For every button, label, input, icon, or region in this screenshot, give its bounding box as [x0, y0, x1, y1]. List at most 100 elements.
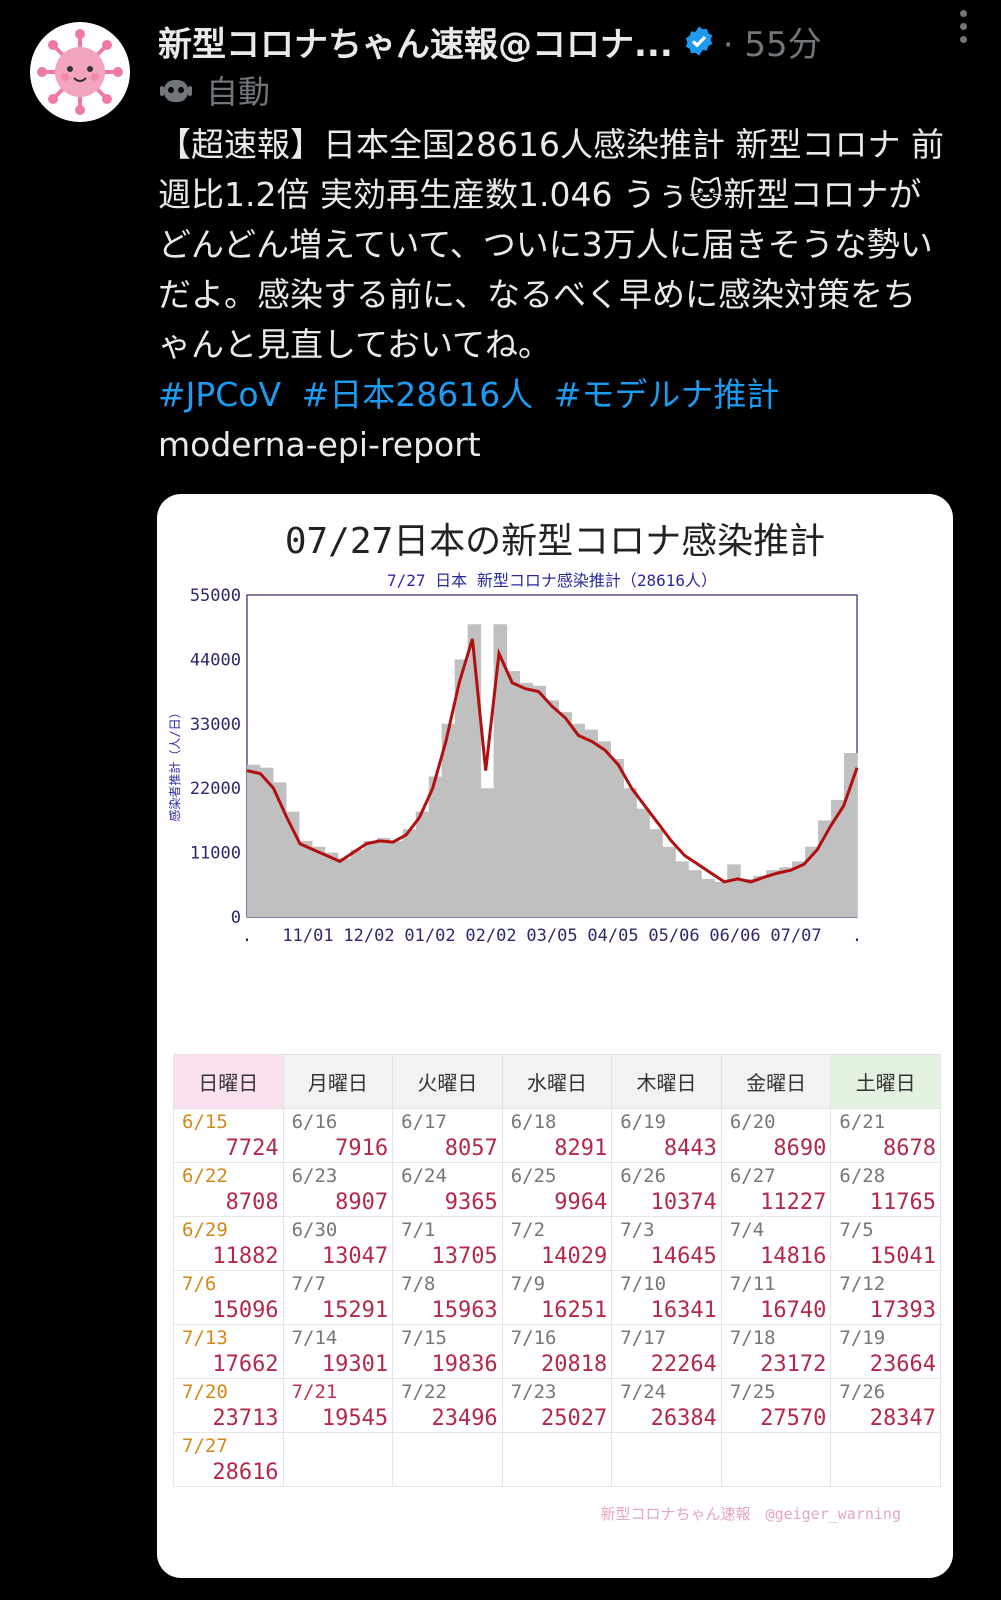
cell-date: 7/24 — [620, 1381, 667, 1403]
cell-date: 7/10 — [620, 1273, 667, 1295]
cell-date: 6/15 — [182, 1111, 228, 1133]
cell-count: 25027 — [541, 1406, 608, 1431]
cell-count: 13047 — [321, 1244, 389, 1269]
cell-count: 15041 — [869, 1244, 936, 1269]
calendar-day-cell: 6/18 8291 — [501, 1108, 613, 1163]
cell-date: 6/23 — [291, 1165, 338, 1187]
cell-count: 16341 — [650, 1298, 717, 1323]
cell-count: 23172 — [760, 1352, 827, 1377]
cell-count: 8678 — [883, 1136, 936, 1161]
y-tick-label: 33000 — [190, 715, 241, 735]
daily-bar — [662, 846, 676, 917]
cell-count: 8907 — [335, 1190, 389, 1215]
y-tick-label: 44000 — [190, 650, 241, 670]
daily-bar — [766, 870, 780, 917]
cell-date: 6/17 — [401, 1111, 447, 1133]
cell-date: 7/6 — [182, 1273, 217, 1295]
infection-chart: 7/27 日本 新型コロナ感染推計（28616人） 感染者推計（人/日） 550… — [167, 571, 862, 946]
calendar-day-cell: 7/10 16341 — [611, 1270, 722, 1325]
weekday-header: 月曜日 — [282, 1054, 394, 1109]
robot-icon — [160, 80, 192, 102]
weekday-header: 木曜日 — [611, 1054, 722, 1109]
post-time[interactable]: · 55分 — [722, 24, 822, 65]
daily-bar — [402, 829, 417, 917]
more-options-icon[interactable] — [953, 10, 973, 46]
calendar-day-cell: 6/22 8708 — [173, 1162, 284, 1217]
hashtag-link[interactable]: #JPCoV — [158, 375, 282, 414]
cell-date: 7/27 — [182, 1435, 228, 1457]
calendar-day-cell: 7/27 28616 — [173, 1432, 284, 1487]
hashtag-link[interactable]: #日本28616人 — [301, 375, 534, 414]
cell-date: 6/24 — [401, 1165, 447, 1187]
cell-date: 7/22 — [401, 1381, 447, 1403]
daily-calendar-table: 日曜日 月曜日 火曜日 水曜日 木曜日 金曜日 土曜日 6/15 7724 6/16 7916 6/… — [173, 1054, 941, 1487]
calendar-day-cell — [501, 1432, 613, 1487]
cell-count: 28347 — [869, 1406, 936, 1431]
cell-date: 7/16 — [510, 1327, 557, 1349]
daily-bar — [272, 782, 287, 917]
cell-date: 7/17 — [620, 1327, 667, 1349]
cell-date: 7/15 — [401, 1327, 447, 1349]
cell-date: 7/13 — [182, 1327, 228, 1349]
calendar-day-cell: 7/11 16740 — [720, 1270, 832, 1325]
y-tick-label: 11000 — [190, 844, 241, 864]
hashtag-link[interactable]: #モデルナ推計 — [553, 375, 780, 414]
daily-bar — [389, 840, 404, 917]
cell-date: 6/25 — [510, 1165, 557, 1187]
daily-bar — [831, 799, 845, 917]
calendar-day-cell: 6/15 7724 — [173, 1108, 284, 1163]
x-tick-label: 04/05 — [587, 926, 638, 946]
cell-date: 7/9 — [510, 1273, 546, 1295]
cell-date: 7/26 — [839, 1381, 886, 1403]
author-avatar[interactable] — [30, 22, 130, 122]
cell-count: 7724 — [225, 1136, 279, 1161]
daily-bar — [454, 659, 469, 917]
calendar-day-cell — [282, 1432, 394, 1487]
cell-date: 7/25 — [729, 1381, 776, 1403]
cell-count: 7916 — [335, 1136, 389, 1161]
x-tick-label: 01/02 — [404, 926, 455, 946]
daily-bar — [714, 881, 728, 917]
cell-date: 7/12 — [839, 1273, 886, 1295]
calendar-day-cell — [830, 1432, 941, 1487]
daily-bar — [610, 758, 624, 917]
tweet-text: 【超速報】日本全国28616人感染推計 新型コロナ 前週比1.2倍 実効再生産数… — [158, 125, 944, 364]
daily-bar — [649, 829, 663, 917]
x-tick-label: 06/06 — [709, 926, 760, 946]
chart-y-axis-label: 感染者推計（人/日） — [167, 706, 182, 821]
attached-image[interactable]: 07/27日本の新型コロナ感染推計 7/27 日本 新型コロナ感染推計（2861… — [157, 494, 953, 1578]
cell-date: 7/5 — [839, 1219, 874, 1241]
calendar-day-cell: 6/16 7916 — [282, 1108, 394, 1163]
daily-bar — [792, 861, 806, 917]
cell-count: 13705 — [431, 1244, 498, 1269]
cell-date: 7/3 — [620, 1219, 655, 1241]
calendar-day-cell: 7/17 22264 — [611, 1324, 722, 1379]
cell-date: 6/19 — [620, 1111, 667, 1133]
calendar-day-cell: 6/19 8443 — [611, 1108, 722, 1163]
cell-count: 17393 — [869, 1298, 936, 1323]
calendar-day-cell: 7/6 15096 — [173, 1270, 284, 1325]
cell-count: 16251 — [541, 1298, 608, 1323]
calendar-day-cell: 7/22 23496 — [392, 1378, 503, 1433]
daily-bar — [701, 878, 715, 917]
account-tag: moderna-epi-report — [158, 425, 481, 464]
cell-date: 7/7 — [291, 1273, 326, 1295]
image-credit: 新型コロナちゃん速報 @geiger_warning — [600, 1505, 901, 1523]
cell-count: 19545 — [321, 1406, 389, 1431]
cell-count: 23713 — [212, 1406, 279, 1431]
calendar-week-row: 6/15 7724 6/16 7916 6/17 8057 6/18 8291 6/19 8443… — [173, 1108, 941, 1163]
calendar-day-cell: 6/21 8678 — [830, 1108, 941, 1163]
daily-bar — [337, 858, 352, 917]
cell-date: 6/29 — [182, 1219, 228, 1241]
cell-date: 7/14 — [291, 1327, 338, 1349]
author-name[interactable]: 新型コロナちゃん速報@コロナ... — [158, 24, 673, 65]
calendar-day-cell: 7/2 14029 — [501, 1216, 613, 1271]
cell-date: 6/18 — [510, 1111, 557, 1133]
weekday-header: 金曜日 — [720, 1054, 832, 1109]
daily-bar — [571, 723, 585, 917]
daily-bar — [623, 788, 637, 917]
trend-line — [246, 638, 859, 884]
cell-count: 22264 — [650, 1352, 717, 1377]
cell-count: 16740 — [760, 1298, 827, 1323]
daily-bar — [441, 723, 456, 917]
